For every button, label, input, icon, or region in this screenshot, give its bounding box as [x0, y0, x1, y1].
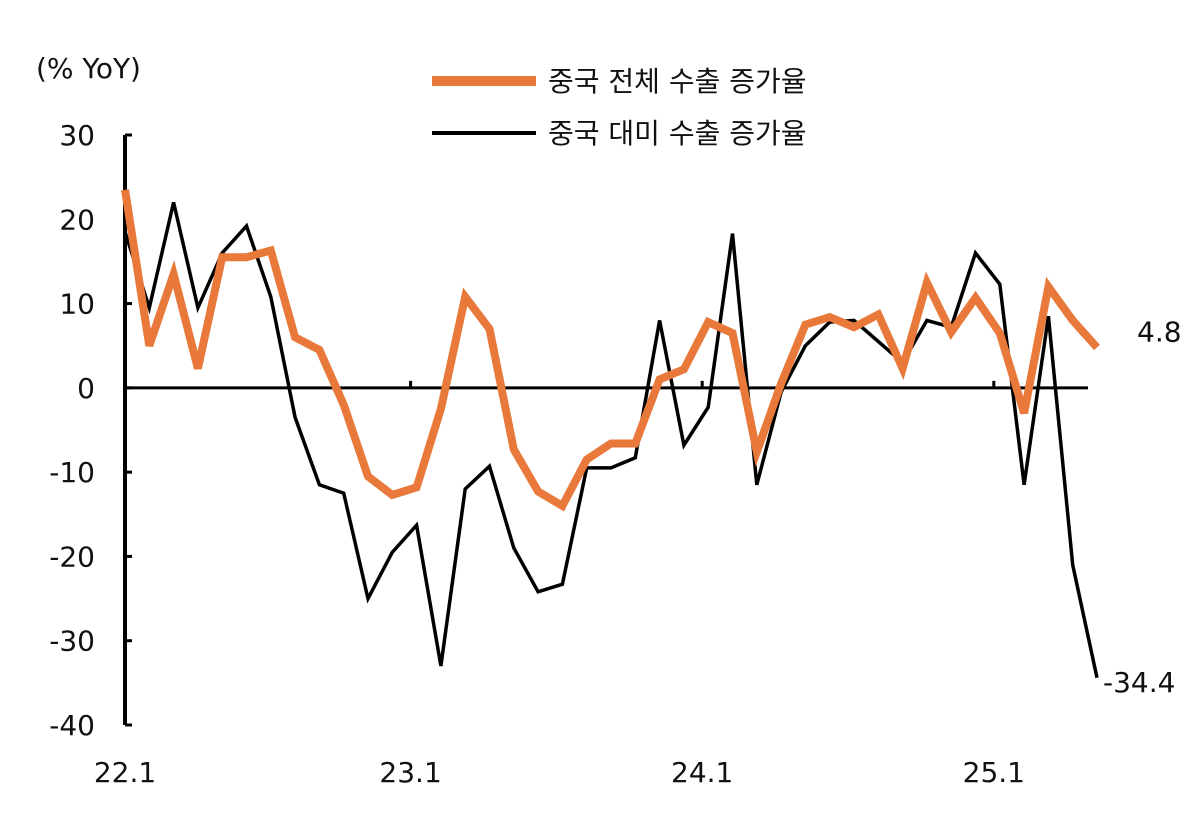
x-tick-label: 24.1	[671, 756, 733, 789]
axes: 30 20 10 0 -10 -20 -30 -40 22.1 23.1 24.1 25.1	[49, 119, 1088, 789]
x-tick-label: 22.1	[94, 756, 156, 789]
y-tick-label: -40	[49, 709, 95, 742]
y-tick-label: 20	[59, 203, 95, 236]
y-tick-label: 30	[59, 119, 95, 152]
series-line-us-exports	[123, 202, 1099, 679]
labels-layer: 4.8 -34.4	[1103, 315, 1182, 698]
series-line-total-exports	[121, 189, 1100, 512]
end-label-total-exports: 4.8	[1137, 315, 1182, 348]
series-layer	[121, 189, 1100, 679]
legend: 중국 전체 수출 증가율 중국 대미 수출 증가율	[432, 65, 807, 150]
y-tick-label: -20	[49, 540, 95, 573]
x-tick-label: 25.1	[963, 756, 1025, 789]
y-tick-label: 10	[59, 288, 95, 321]
y-tick-label: -30	[49, 625, 95, 658]
legend-label-us-exports: 중국 대미 수출 증가율	[548, 117, 807, 150]
y-unit-label: (% YoY)	[36, 52, 141, 85]
legend-label-total-exports: 중국 전체 수출 증가율	[548, 65, 807, 98]
y-tick-label: 0	[77, 372, 95, 405]
end-label-us-exports: -34.4	[1103, 666, 1175, 699]
x-tick-label: 23.1	[379, 756, 441, 789]
y-tick-label: -10	[49, 456, 95, 489]
